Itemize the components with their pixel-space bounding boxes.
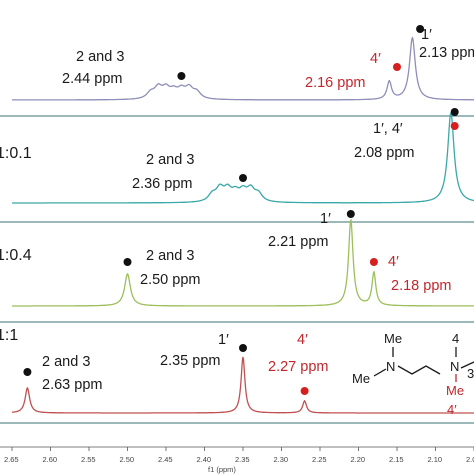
peak-ppm-label: 2.13 ppm: [419, 45, 474, 61]
structure-number-4: 4: [452, 331, 459, 346]
peak-ppm-label: 2.63 ppm: [42, 377, 102, 393]
x-tick-label: 2.25: [312, 455, 327, 464]
structure-me-top: Me: [384, 331, 402, 346]
spectrum-trace: [11, 356, 474, 414]
peak-marker-black: [123, 258, 132, 266]
peak-label: 2 and 3: [146, 248, 194, 264]
x-tick-label: 2.10: [428, 455, 443, 464]
peak-marker-black: [177, 72, 186, 80]
peak-marker-black: [346, 210, 355, 218]
peak-label: 4′: [388, 254, 399, 270]
x-tick-label: 2.50: [120, 455, 135, 464]
structure-me-red: Me: [446, 383, 464, 398]
peak-marker-red: [300, 387, 309, 395]
structure-number-3: 3: [467, 366, 474, 381]
peak-label: 1′: [218, 332, 229, 348]
x-tick-label: 2.40: [197, 455, 212, 464]
x-tick-label: 2.20: [351, 455, 366, 464]
x-tick-label: 2.35: [235, 455, 250, 464]
x-tick-label: 2.60: [43, 455, 58, 464]
spectrum-trace: [12, 111, 474, 204]
spectrum-trace: [12, 36, 474, 101]
x-tick-label: 2.15: [389, 455, 404, 464]
x-tick-label: 2.55: [81, 455, 96, 464]
peak-ppm-label: 2.18 ppm: [391, 278, 451, 294]
x-tick-label: 2.45: [158, 455, 173, 464]
peak-label: 2 and 3: [42, 354, 90, 370]
peak-label: 4′: [370, 51, 381, 67]
peak-ppm-label: 2.08 ppm: [354, 145, 414, 161]
peak-marker-black: [23, 368, 32, 376]
peak-ppm-label: 2.36 ppm: [132, 176, 192, 192]
peak-label: 1′: [320, 211, 331, 227]
peak-marker-black: [239, 344, 247, 352]
peak-ppm-label: 2.27 ppm: [268, 359, 328, 375]
x-axis-label: f1 (ppm): [208, 465, 236, 474]
peak-label: 4′: [297, 332, 308, 348]
structure-me-left: Me: [352, 371, 370, 386]
spectrum-trace: [12, 218, 474, 307]
peak-marker-black: [450, 108, 459, 116]
x-tick-label: 2.65: [4, 455, 19, 464]
peak-ppm-label: 2.35 ppm: [160, 353, 220, 369]
x-tick-label: 2.05: [466, 455, 474, 464]
peak-marker-red: [393, 63, 401, 71]
ratio-label: 1:0.1: [0, 145, 32, 162]
peak-marker-red: [369, 258, 378, 266]
peak-marker-red: [450, 122, 459, 130]
peak-marker-black: [239, 174, 247, 182]
structure-label-4prime: 4′: [447, 402, 457, 417]
structure-n-left: N: [386, 359, 395, 374]
spectra-layer: [11, 36, 474, 414]
peak-label: 1′, 4′: [373, 121, 403, 137]
x-tick-label: 2.30: [274, 455, 289, 464]
markers-layer: [23, 25, 459, 395]
peak-label: 2 and 3: [76, 49, 124, 65]
x-axis: 2.65 2.60 2.55 2.50 2.45 2.40 2.35 2.30 2.25 2.20…: [4, 447, 474, 464]
peak-ppm-label: 2.16 ppm: [305, 75, 365, 91]
peak-ppm-label: 2.44 ppm: [62, 71, 122, 87]
peak-label: 1′: [421, 27, 432, 43]
peak-ppm-label: 2.21 ppm: [268, 234, 328, 250]
ratio-label: 1:0.4: [0, 247, 32, 264]
chemical-structure: Me N Me 4 N 3 Me 4′: [352, 331, 474, 417]
peak-marker-black: [416, 25, 425, 33]
peak-ppm-label: 2.50 ppm: [140, 272, 200, 288]
peak-label: 2 and 3: [146, 152, 194, 168]
ratio-label: 1:1: [0, 327, 18, 344]
structure-n-right: N: [450, 359, 459, 374]
